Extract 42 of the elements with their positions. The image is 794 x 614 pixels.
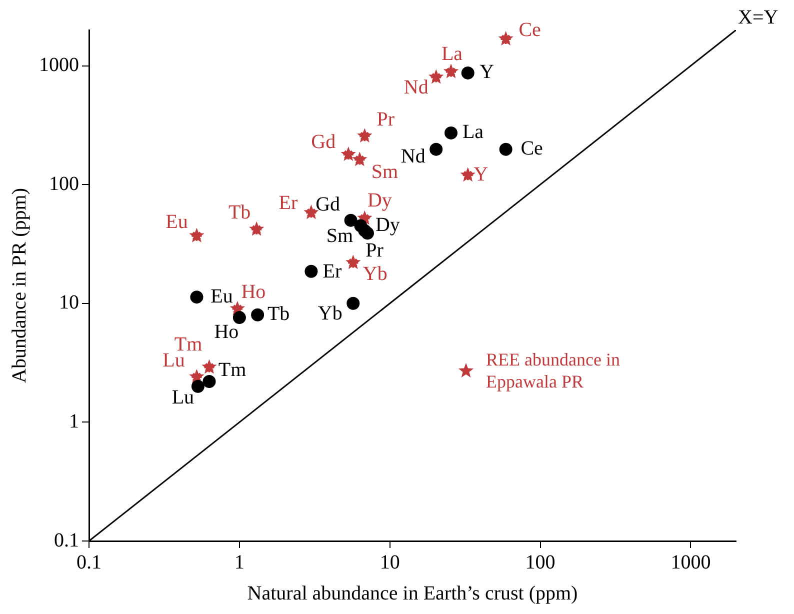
x-axis-title: Natural abundance in Earth’s crust (ppm)	[247, 582, 578, 604]
annotation: Ce	[518, 19, 542, 42]
annotation: Nd	[404, 76, 428, 99]
annotation: Ho	[214, 320, 239, 343]
annotation: Y	[480, 61, 494, 84]
annotation: La	[462, 121, 484, 144]
annotation: Ho	[241, 281, 266, 304]
annotation: Eu	[166, 211, 188, 234]
annotation: Ce	[520, 138, 544, 160]
legend-label: REE abundance in Eppawala PR	[486, 350, 620, 392]
annotation: Pr	[366, 239, 384, 262]
annotation: Sm	[326, 225, 354, 248]
annotation: Pr	[376, 108, 395, 130]
annotation: Dy	[375, 214, 400, 236]
y-axis-title: Abundance in PR (ppm)	[8, 188, 30, 383]
x-tick-label: 10	[380, 551, 400, 574]
series-label: X=Y	[738, 6, 778, 28]
annotation: Lu	[172, 386, 194, 409]
x-tick-label: 1	[234, 551, 244, 574]
annotation: Tb	[228, 202, 251, 224]
x-tick-label: 1000	[670, 551, 711, 574]
annotation: Dy	[367, 190, 392, 212]
annotation: La	[441, 43, 463, 66]
annotation: Eu	[210, 285, 233, 308]
annotation: Sm	[371, 160, 398, 183]
annotation: Nd	[400, 146, 426, 168]
annotation: Gd	[311, 130, 336, 153]
y-tick-label: 10	[59, 292, 79, 314]
y-tick-label: 100	[49, 172, 79, 195]
annotation: Tm	[218, 358, 247, 381]
y-tick-label: 1	[69, 410, 79, 432]
x-tick-label: 100	[525, 551, 556, 574]
annotation: Er	[278, 192, 298, 214]
y-tick-label: 0.1	[54, 529, 79, 552]
annotation: Y	[474, 163, 488, 186]
annotation: Er	[322, 260, 342, 283]
annotation: Tb	[267, 303, 290, 326]
annotation: Yb	[362, 262, 388, 285]
annotation: Yb	[318, 302, 342, 325]
annotation: Gd	[316, 194, 340, 216]
y-tick-label: 1000	[39, 54, 79, 76]
x-tick-label: 0.1	[76, 551, 102, 574]
